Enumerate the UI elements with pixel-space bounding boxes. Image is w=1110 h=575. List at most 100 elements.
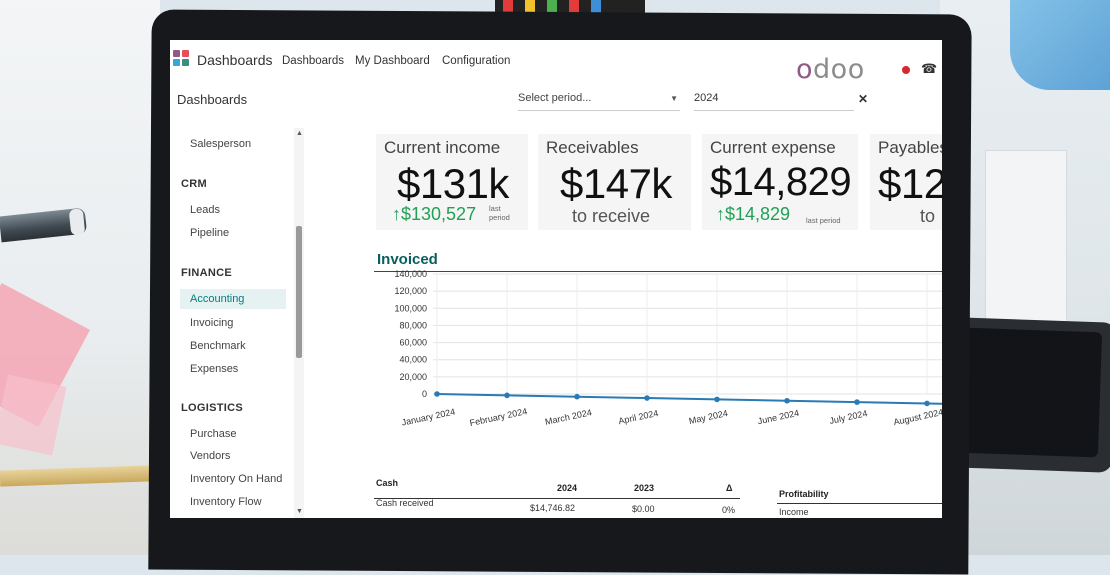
cash-row-2024: $14,746.82 (530, 503, 576, 513)
x-tick-label: March 2024 (544, 407, 593, 427)
sidebar-item-accounting[interactable]: Accounting (180, 289, 286, 309)
menu-my-dashboard[interactable]: My Dashboard (355, 55, 430, 67)
sidebar-section-logistics: LOGISTICS (181, 402, 243, 414)
sidebar-item-purchase[interactable]: Purchase (190, 428, 237, 440)
cash-table-header: Cash (376, 478, 399, 488)
kpi-value: $12 (878, 160, 942, 207)
data-point (434, 391, 440, 397)
menu-configuration[interactable]: Configuration (442, 55, 511, 67)
cash-table-col-delta: Δ (726, 483, 733, 493)
search-input[interactable]: 2024 (694, 92, 854, 111)
top-navbar: Dashboards Dashboards My Dashboard Confi… (170, 40, 942, 85)
phone-icon[interactable]: ☎ (921, 61, 938, 76)
x-tick-label: July 2024 (828, 408, 868, 426)
pen-cup (495, 0, 645, 14)
data-point (924, 400, 930, 407)
sidebar-item-salesperson[interactable]: Salesperson (190, 138, 252, 150)
kpi-payables[interactable]: Payables $12 to (870, 134, 942, 230)
page-title: Dashboards (177, 92, 248, 107)
sidebar-item-expenses[interactable]: Expenses (190, 363, 239, 375)
y-tick-label: 140,000 (394, 269, 427, 279)
y-tick-label: 80,000 (399, 320, 427, 330)
kpi-current-income[interactable]: Current income $131k ↑$130,527 last peri… (376, 134, 528, 230)
series-line (436, 393, 942, 405)
sidebar-item-vendors[interactable]: Vendors (190, 450, 231, 462)
sidebar-item-label: Accounting (190, 293, 245, 305)
invoiced-chart: 140,000 120,000 100,000 80,000 60,000 40,000 2… (394, 269, 942, 428)
kpi-current-expense[interactable]: Current expense $14,829 ↑$14,829 last pe… (702, 134, 858, 230)
sidebar-item-inventory-on-hand[interactable]: Inventory On Hand (190, 473, 283, 485)
sidebar-section-finance: FINANCE (181, 267, 232, 279)
profitability-header: Profitability (779, 489, 829, 499)
data-point (644, 395, 650, 401)
period-select[interactable]: Select period... ▼ (518, 92, 680, 111)
blue-object (1010, 0, 1110, 90)
kpi-period: last period (489, 204, 510, 222)
cash-row-2023: $0.00 (632, 504, 655, 514)
status-indicator (902, 66, 910, 74)
y-tick-label: 20,000 (399, 372, 427, 382)
kpi-delta: ↑$130,527 (392, 204, 476, 225)
data-point (784, 397, 790, 404)
kpi-delta-value: $14,829 (725, 204, 791, 224)
y-tick-label: 60,000 (399, 338, 427, 348)
kpi-subtitle: to (920, 206, 936, 226)
kpi-delta: ↑$14,829 (716, 204, 790, 225)
odoo-logo-letter: o (796, 54, 814, 85)
arrow-up-icon: ↑ (716, 204, 725, 224)
odoo-logo-letter: o (847, 54, 865, 85)
kpi-receivables[interactable]: Receivables $147k to receive (538, 134, 691, 230)
kpi-title: Current expense (710, 138, 836, 157)
sidebar-item-pipeline[interactable]: Pipeline (190, 227, 230, 239)
apps-menu-icon[interactable] (173, 50, 191, 68)
kpi-value: $147k (560, 160, 672, 207)
kpi-delta-value: $130,527 (401, 204, 477, 224)
laptop-screen: Dashboards Dashboards My Dashboard Confi… (170, 40, 942, 518)
desk-background (0, 0, 160, 555)
chart-title: Invoiced (377, 251, 438, 268)
data-point (854, 399, 860, 405)
odoo-logo-letter: d (813, 54, 831, 85)
kpi-title: Current income (384, 138, 501, 157)
cash-table-col-2024: 2024 (557, 483, 578, 493)
x-tick-label: June 2024 (757, 408, 800, 427)
cash-row-delta: 0% (722, 505, 736, 515)
sidebar-item-invoicing[interactable]: Invoicing (190, 317, 234, 329)
sidebar-scrollbar[interactable]: ▲ ▼ (294, 128, 304, 518)
cash-row-label: Cash received (376, 498, 434, 508)
clear-icon[interactable]: ✕ (858, 92, 869, 106)
kpi-title: Receivables (546, 138, 639, 157)
x-tick-label: May 2024 (688, 408, 729, 426)
chart-title-rule (374, 271, 942, 272)
scroll-down-icon[interactable]: ▼ (296, 508, 303, 515)
dashboard-main: Current income $131k ↑$130,527 last peri… (306, 128, 942, 518)
arrow-up-icon: ↑ (392, 204, 401, 224)
kpi-title: Payables (878, 138, 942, 157)
kpi-period: last period (806, 216, 841, 225)
profitability-row-income: Income (779, 507, 809, 517)
scroll-up-icon[interactable]: ▲ (296, 130, 303, 137)
sidebar-item-inventory-flow[interactable]: Inventory Flow (190, 496, 262, 508)
x-tick-label: August 2024 (893, 407, 942, 427)
scrollbar-thumb[interactable] (296, 226, 302, 358)
sidebar-item-benchmark[interactable]: Benchmark (190, 340, 246, 352)
x-tick-label: January 2024 (401, 407, 456, 428)
odoo-logo: odoo (796, 54, 865, 85)
sidebar: Salesperson CRM Leads Pipeline FINANCE A… (170, 128, 307, 518)
y-tick-label: 120,000 (394, 286, 427, 296)
search-value: 2024 (694, 92, 719, 104)
app-brand[interactable]: Dashboards (197, 52, 273, 68)
menu-dashboards[interactable]: Dashboards (282, 55, 345, 67)
y-tick-label: 100,000 (394, 303, 427, 313)
paper-sheet (985, 150, 1067, 322)
y-tick-label: 40,000 (399, 355, 427, 365)
x-tick-label: April 2024 (618, 408, 660, 426)
sidebar-section-crm: CRM (181, 178, 207, 190)
data-point (504, 392, 510, 399)
odoo-logo-letter: o (830, 54, 848, 85)
y-tick-label: 0 (422, 389, 427, 399)
data-point (714, 396, 720, 403)
cash-table-rule (374, 498, 740, 499)
pen-cap (68, 208, 86, 236)
sidebar-item-leads[interactable]: Leads (190, 204, 220, 216)
